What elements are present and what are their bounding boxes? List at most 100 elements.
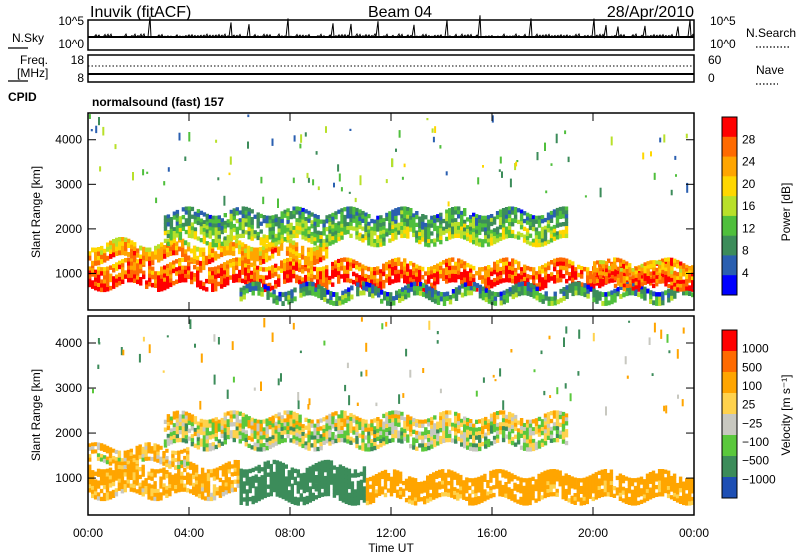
data-cell [377,472,382,477]
data-cell [313,443,317,448]
data-cell [220,429,224,435]
data-cell [394,212,398,217]
data-cell [262,234,266,239]
data-cell [307,264,311,269]
data-cell [361,418,365,424]
data-cell [538,278,542,283]
data-cell [338,472,343,477]
data-cell [492,220,497,225]
data-cell [298,442,302,447]
data-cell [275,492,279,497]
data-cell [355,219,359,224]
data-cell [631,279,635,284]
data-cell [340,422,344,427]
data-cell [133,255,137,261]
data-cell [606,492,611,497]
data-cell [430,270,434,275]
data-cell [317,284,321,290]
data-cell [489,474,493,479]
data-cell [398,293,402,299]
data-cell [223,266,227,271]
data-cell [271,285,275,291]
data-cell [224,486,228,491]
data-cell [385,439,389,445]
data-cell [484,297,489,303]
data-cell [223,416,227,421]
data-cell [682,493,686,498]
data-cell [175,418,180,423]
data-cell [150,468,154,473]
data-cell [246,250,251,256]
data-cell [278,296,282,302]
data-cell [630,493,635,498]
data-cell [526,278,530,283]
data-cell [639,476,644,481]
data-cell [574,271,578,276]
data-cell [337,426,341,431]
data-cell [457,214,461,219]
data-cell [477,480,481,485]
data-cell [251,495,255,501]
data-cell [166,425,171,431]
data-cell [211,426,215,431]
data-cell [286,426,290,431]
data-cell [552,414,557,419]
data-cell [400,269,404,275]
data-cell [238,273,242,279]
data-cell [448,212,452,217]
data-cell [168,472,172,477]
data-cell [398,475,403,480]
data-cell [667,261,671,266]
data-cell [534,445,539,451]
data-cell [178,216,183,221]
data-cell [354,197,357,203]
data-cell [178,270,182,275]
data-cell [241,214,245,219]
data-cell [586,271,590,276]
data-cell [586,275,590,280]
data-cell [376,223,380,228]
data-cell [667,276,671,281]
data-cell [262,447,266,452]
data-cell [166,218,171,223]
data-cell [613,283,618,288]
data-cell [169,440,174,445]
data-cell [549,434,554,439]
data-cell [549,218,554,223]
data-cell [325,435,329,440]
data-cell [329,476,334,481]
data-cell [433,431,437,436]
data-cell [523,268,527,274]
data-cell [634,285,638,290]
data-cell [547,296,551,302]
data-cell [490,295,495,301]
data-cell [555,438,560,443]
data-cell [226,264,230,269]
data-cell [483,473,487,479]
data-cell [247,231,251,236]
data-cell [436,421,440,426]
data-cell [316,275,320,280]
data-cell [487,298,492,304]
data-cell [213,255,218,261]
data-cell [243,248,248,254]
data-cell [257,468,261,474]
data-cell [268,274,272,280]
data-cell [682,268,686,273]
data-cell [100,279,104,284]
data-cell [245,489,249,494]
data-cell [420,489,424,494]
data-cell [502,295,506,300]
data-cell [658,261,662,266]
data-cell [247,277,251,282]
data-cell [319,418,323,423]
data-cell [159,484,163,489]
data-cell [650,151,652,157]
data-cell [562,287,566,292]
data-cell [495,234,500,239]
data-cell [141,492,145,497]
data-cell [294,246,299,252]
data-cell [274,280,278,285]
data-cell [663,134,666,143]
data-cell [350,489,355,494]
